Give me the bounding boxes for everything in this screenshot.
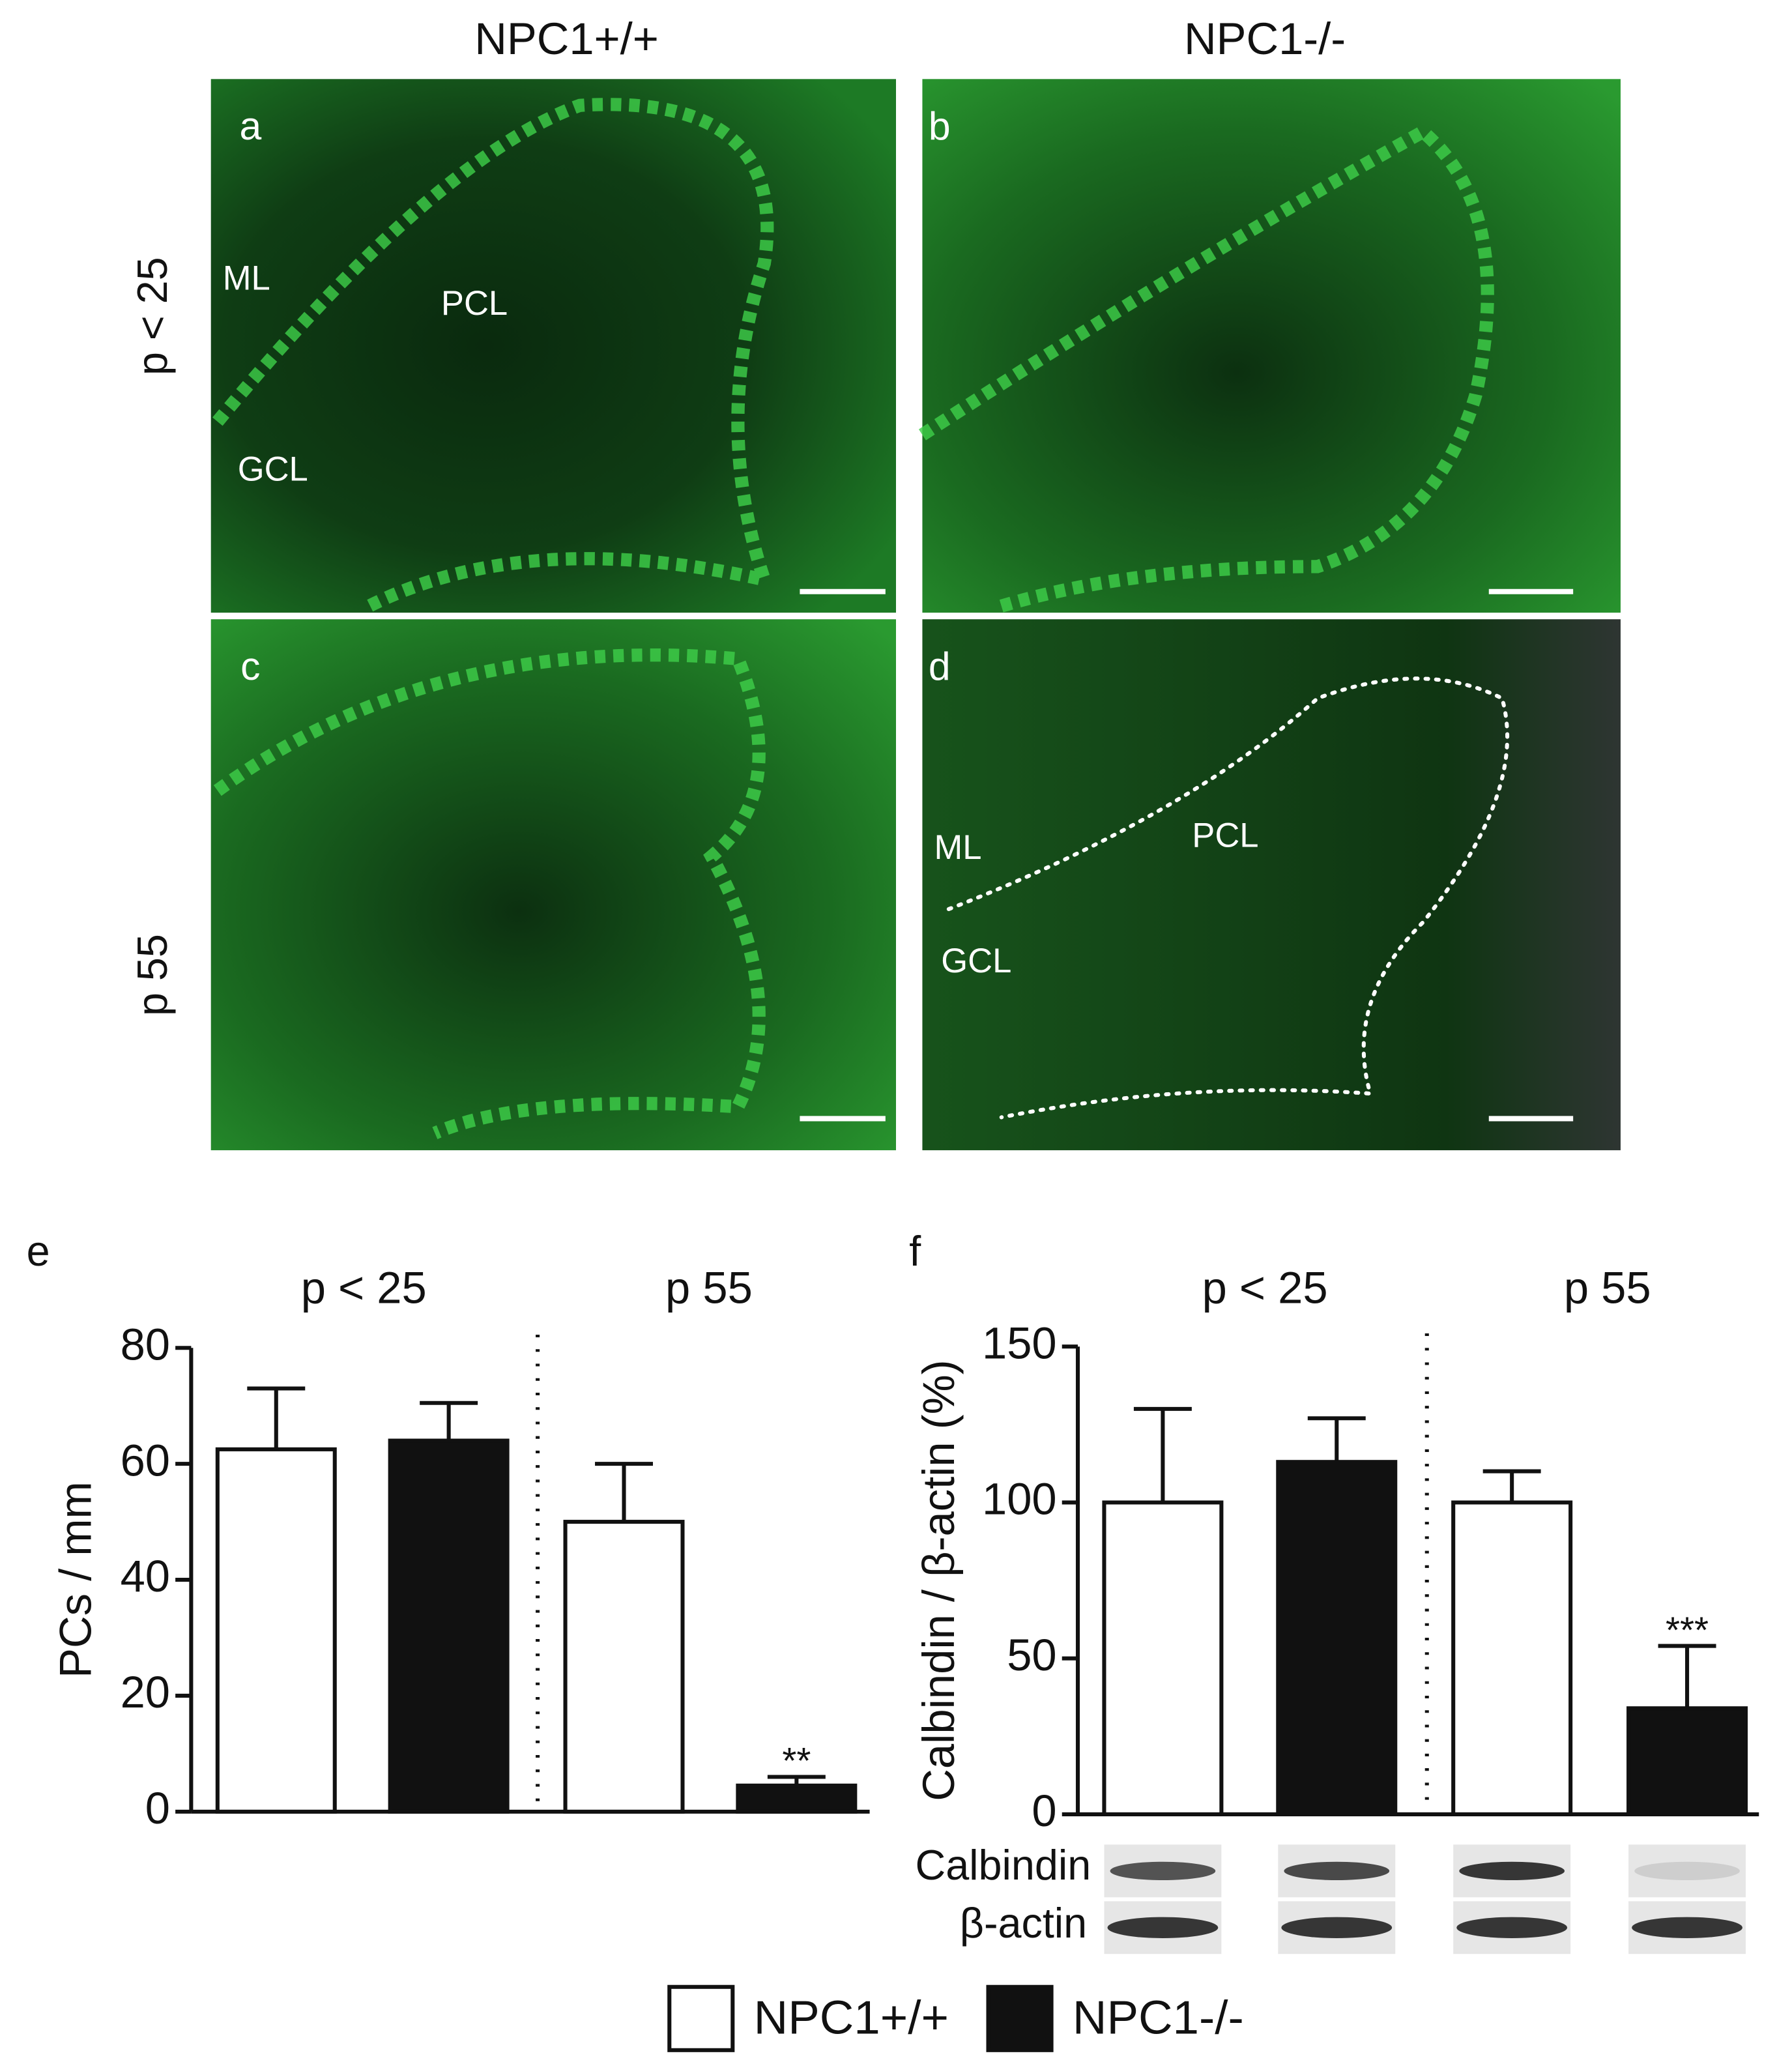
micrographs	[210, 79, 1621, 1150]
bar	[1626, 1706, 1748, 1816]
row-label: p < 25	[128, 257, 176, 375]
region-label: ML	[934, 828, 982, 867]
bar	[563, 1520, 685, 1814]
micrograph	[922, 619, 1621, 1150]
row-label: p 55	[128, 934, 176, 1016]
y-axis-label: PCs / mm	[51, 1481, 101, 1678]
blot-band	[1281, 1917, 1393, 1938]
legend-swatch	[986, 1984, 1054, 2052]
group-label: p < 25	[301, 1262, 427, 1313]
legend-swatch	[667, 1984, 735, 2052]
y-tick-label: 150	[982, 1318, 1057, 1368]
panel-label: f	[909, 1227, 921, 1275]
y-tick-label: 60	[121, 1435, 170, 1485]
region-label: PCL	[441, 284, 508, 323]
bar	[1276, 1460, 1398, 1816]
column-header: NPC1+/+	[474, 14, 659, 64]
panel-label: e	[27, 1227, 50, 1275]
panel-label: c	[240, 644, 260, 688]
region-label: PCL	[1192, 817, 1258, 855]
blot-band	[1632, 1917, 1742, 1938]
panel-label: a	[239, 104, 261, 148]
y-tick-label: 40	[121, 1551, 170, 1601]
group-label: p 55	[665, 1262, 753, 1313]
blot-band	[1107, 1917, 1219, 1938]
legend-label: NPC1+/+	[754, 1992, 949, 2044]
bar	[1451, 1500, 1573, 1816]
bar	[1102, 1500, 1224, 1816]
blot-band	[1459, 1861, 1565, 1881]
y-tick-label: 0	[1032, 1786, 1056, 1836]
y-tick-label: 100	[982, 1474, 1057, 1524]
blot	[1628, 1844, 1746, 1898]
blot-band	[1110, 1861, 1216, 1881]
blot-label: β-actin	[960, 1899, 1087, 1947]
y-tick-label: 0	[145, 1783, 170, 1833]
cell-layer	[213, 648, 766, 1139]
region-label: GCL	[941, 942, 1011, 980]
blot-label: Calbindin	[915, 1841, 1091, 1889]
bar	[215, 1447, 337, 1814]
significance: **	[782, 1740, 811, 1781]
column-header: NPC1-/-	[1184, 14, 1346, 64]
bar	[736, 1783, 858, 1814]
blot-band	[1456, 1917, 1568, 1938]
y-axis-label: Calbindin / β-actin (%)	[914, 1359, 964, 1801]
group-label: p < 25	[1202, 1262, 1328, 1313]
group-label: p 55	[1564, 1262, 1651, 1313]
region-label: ML	[223, 259, 270, 298]
y-tick-label: 50	[1007, 1630, 1056, 1680]
panel-label: b	[929, 104, 951, 148]
cell-layer	[212, 98, 775, 613]
dotted-outline	[946, 676, 1510, 1120]
blot-band	[1634, 1861, 1740, 1881]
blot-band	[1284, 1861, 1390, 1881]
legend-label: NPC1-/-	[1073, 1992, 1244, 2044]
bar	[388, 1438, 510, 1814]
y-tick-label: 80	[121, 1319, 170, 1369]
panel-label: d	[929, 644, 951, 688]
significance: ***	[1666, 1609, 1709, 1650]
micrograph	[210, 79, 896, 613]
region-label: GCL	[238, 450, 308, 489]
micrograph	[922, 79, 1621, 613]
y-tick-label: 20	[121, 1667, 170, 1717]
micrograph	[210, 619, 896, 1150]
